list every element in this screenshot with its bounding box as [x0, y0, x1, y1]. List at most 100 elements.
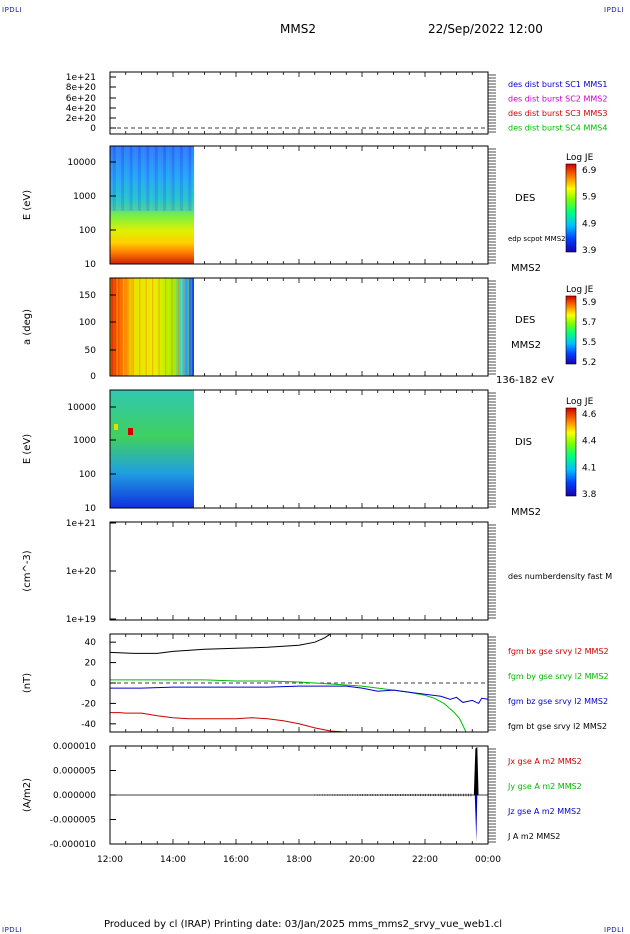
- dis_energy-colorbar-tick: 4.1: [582, 463, 596, 473]
- des-pitch-stripe: [171, 278, 173, 376]
- des-energy-texture: [154, 146, 158, 211]
- des_pitch-panel-frame: [109, 277, 489, 377]
- current-legend-item: Jx gse A m2 MMS2: [507, 757, 582, 766]
- des-energy-texture: [171, 146, 175, 211]
- dis-energy-spectrogram: [110, 390, 194, 508]
- dis_energy-bottom-label: MMS2: [511, 507, 541, 518]
- des_energy-ytick-label: 10: [85, 260, 97, 270]
- spacecraft-title: MMS2: [280, 22, 316, 36]
- des-energy-texture: [166, 146, 170, 211]
- des-pitch-stripe: [152, 278, 154, 376]
- burst-ytick-label: 8e+20: [66, 83, 97, 93]
- des-energy-texture: [152, 146, 156, 211]
- des-energy-texture: [121, 146, 125, 211]
- des-energy-texture: [110, 146, 114, 211]
- des_energy-panel-frame: [109, 145, 489, 265]
- des-energy-texture: [146, 146, 150, 211]
- des_pitch-colorbar-tick: 5.9: [582, 298, 597, 308]
- footer-credit: Produced by cl (IRAP) Printing date: 03/…: [104, 919, 503, 930]
- density-ylabel: (cm^-3): [22, 550, 33, 591]
- time-axis-label: 00:00: [475, 855, 501, 865]
- des-pitch-stripe: [181, 278, 183, 376]
- des_energy-bottom-label: MMS2: [511, 263, 541, 274]
- des_pitch-instrument-label: DES: [515, 315, 535, 326]
- des-pitch-stripe: [129, 278, 131, 376]
- des-energy-texture: [112, 146, 116, 211]
- current-legend-item: Jy gse A m2 MMS2: [507, 782, 582, 791]
- burst-ytick-label: 2e+20: [66, 114, 97, 124]
- current-spike-j: [473, 746, 479, 795]
- dis_energy-panel-frame: [109, 389, 489, 509]
- fgm-ytick-label: -20: [81, 699, 96, 709]
- burst-ytick-label: 0: [90, 124, 96, 134]
- des-pitch-stripe: [126, 278, 128, 376]
- corner-label-top-right: IPDLI: [604, 6, 625, 14]
- des-energy-texture: [174, 146, 178, 211]
- des_pitch-sublabel: MMS2: [511, 340, 541, 351]
- current-spike-jz: [474, 795, 478, 842]
- density-panel-frame: [109, 521, 489, 621]
- des-energy-texture: [132, 146, 136, 211]
- dis_energy-colorbar-title: Log JE: [566, 397, 594, 407]
- des-energy-texture: [163, 146, 167, 211]
- des_pitch-ylabel: a (deg): [22, 309, 33, 345]
- fgm-legend-item: fgm bt gse srvy l2 MMS2: [508, 722, 607, 731]
- time-axis-label: 20:00: [349, 855, 375, 865]
- des_pitch-ytick-label: 150: [79, 291, 96, 301]
- des-pitch-stripe: [122, 278, 125, 376]
- des-energy-texture: [185, 146, 189, 211]
- des_energy-ylabel: E (eV): [22, 190, 33, 220]
- current-legend-item: J A m2 MMS2: [507, 832, 560, 841]
- dis_energy-instrument-label: DIS: [515, 437, 532, 448]
- des-pitch-stripe: [139, 278, 141, 376]
- des-energy-texture: [115, 146, 119, 211]
- current-legend-item: Jz gse A m2 MMS2: [507, 807, 581, 816]
- des_energy-colorbar-tick: 6.9: [582, 166, 597, 176]
- time-axis-label: 12:00: [97, 855, 123, 865]
- density-legend-item: des numberdensity fast M: [508, 572, 612, 581]
- fgm-ylabel: (nT): [22, 673, 33, 693]
- dis_energy-ytick-label: 1000: [73, 436, 96, 446]
- dis-energy-spot: [114, 424, 118, 430]
- des-energy-texture: [182, 146, 186, 211]
- fgm-ytick-label: 0: [90, 679, 96, 689]
- fgm-series-line: [110, 685, 489, 705]
- density-ytick-label: 1e+19: [66, 615, 97, 625]
- des-pitch-stripe: [119, 278, 121, 376]
- des-energy-texture: [118, 146, 122, 211]
- des-energy-texture: [140, 146, 144, 211]
- dis_energy-ytick-label: 100: [79, 470, 96, 480]
- burst-ytick-label: 1e+21: [66, 73, 96, 83]
- des-pitch-stripe: [110, 278, 112, 376]
- des-pitch-stripe: [155, 278, 157, 376]
- des-pitch-stripe: [187, 278, 189, 376]
- des_pitch-colorbar: [565, 295, 577, 365]
- density-ytick-label: 1e+21: [66, 519, 96, 529]
- des_energy-colorbar-tick: 4.9: [582, 219, 597, 229]
- des-pitch-stripe: [145, 278, 147, 376]
- des-pitch-stripe: [190, 278, 192, 376]
- des-energy-texture: [135, 146, 139, 211]
- des-energy-texture: [180, 146, 184, 211]
- burst-legend-item: des dist burst SC2 MMS2: [508, 95, 607, 104]
- des-pitch-stripe: [116, 278, 118, 376]
- fgm-ytick-label: 40: [85, 638, 97, 648]
- burst-legend-item: des dist burst SC4 MMS4: [508, 124, 607, 133]
- current-panel-frame: [109, 745, 489, 845]
- fgm-panel-frame: [109, 633, 489, 733]
- dis_energy-ytick-label: 10: [85, 504, 97, 514]
- current-ytick-label: 0.000000: [53, 791, 96, 801]
- des-pitch-stripe: [177, 278, 180, 376]
- dis-energy-spot: [128, 428, 133, 435]
- current-ylabel: (A/m2): [22, 778, 33, 812]
- time-axis-label: 16:00: [223, 855, 249, 865]
- des-energy-texture: [129, 146, 133, 211]
- fgm-legend-item: fgm by gse srvy l2 MMS2: [508, 672, 609, 681]
- des-energy-texture: [160, 146, 164, 211]
- density-ytick-label: 1e+20: [66, 567, 97, 577]
- des_energy-sublabel: edp scpot MMS2: [508, 235, 566, 243]
- dis_energy-colorbar-tick: 3.8: [582, 490, 597, 500]
- des_energy-instrument-label: DES: [515, 193, 535, 204]
- des_pitch-colorbar-tick: 5.5: [582, 338, 596, 348]
